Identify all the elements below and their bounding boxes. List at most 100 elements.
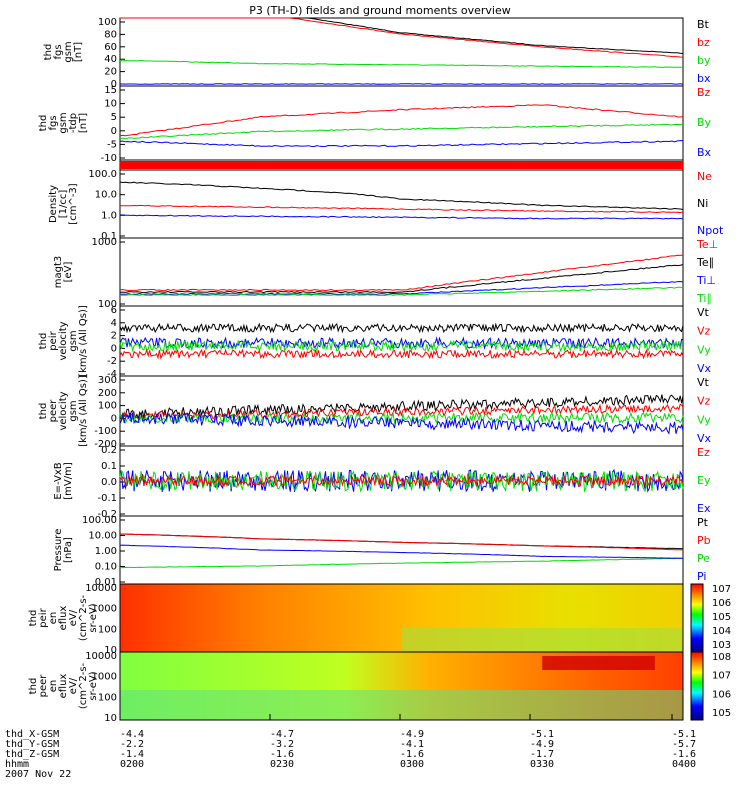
electron-spectrogram-band	[120, 690, 683, 720]
y-axis-label: thd	[38, 333, 49, 350]
legend-entry: Vt	[697, 306, 710, 319]
y-axis-label: sr-eV)	[88, 671, 99, 700]
series-bx	[119, 83, 684, 85]
legend-entry: Vy	[697, 413, 711, 426]
footer-value: -1.6	[672, 749, 696, 760]
legend-entry: by	[697, 54, 711, 67]
panel-pressure: 100.00 10.00 1.00 0.10 0.01 Pressure [nPa] Pt Pb…	[53, 515, 711, 588]
legend-entry: Ne	[697, 170, 712, 183]
panel-frame	[119, 169, 684, 239]
tick-label: 10.0	[95, 190, 117, 201]
legend-entry: Ex	[697, 502, 711, 515]
y-axis-label: (cm^2-s-	[78, 594, 89, 641]
footer-value: 0300	[400, 759, 424, 770]
series-Bt	[120, 17, 684, 54]
tick-label: 100	[98, 624, 117, 635]
footer-value: -1.4	[120, 749, 144, 760]
y-axis-label: [nT]	[78, 113, 89, 133]
tick-label: 60	[104, 42, 117, 53]
series-peir-v0	[119, 322, 684, 334]
y-axis-label: eflux	[58, 674, 69, 699]
tick-label: 1000	[92, 672, 117, 683]
series-By_tdp	[119, 123, 684, 140]
tick-label: 10000	[85, 651, 117, 662]
footer-row-label: thd_Y-GSM	[5, 739, 59, 750]
tick-label: 300	[98, 375, 117, 386]
legend-entry: Te⊥	[696, 238, 718, 251]
tick-label: 0	[111, 126, 117, 137]
y-axis-label: [cm^-3]	[68, 183, 79, 224]
footer-value: -1.7	[530, 749, 554, 760]
y-axis-label: velocity	[58, 391, 69, 430]
y-axis-label: gsm	[68, 330, 79, 351]
tick-label: -0.1	[97, 493, 117, 504]
y-axis-label: [km/s (All Qs)]	[78, 305, 89, 377]
footer-date: 2007 Nov 22	[5, 769, 71, 780]
panel-temp: 1000 100 magt3 [eV] Te⊥ Te∥ Ti⊥ Ti∥	[53, 237, 718, 310]
footer-value: -5.7	[672, 739, 696, 750]
y-axis-label: [nPa]	[63, 537, 74, 563]
legend-entry: Ey	[697, 474, 711, 487]
legend-entry: Te∥	[696, 256, 714, 269]
footer-value: -4.4	[120, 729, 144, 740]
footer-row-label: thd_X-GSM	[5, 729, 59, 740]
footer-row-label: hhmm	[5, 759, 29, 770]
footer-value: -4.7	[270, 729, 294, 740]
series-by	[119, 59, 684, 68]
y-axis-label: [1/cc]	[58, 190, 69, 219]
series-peir-v2	[119, 339, 684, 353]
series-E1	[119, 470, 684, 493]
legend-entry: Vz	[697, 325, 711, 338]
tick-label: 15	[104, 85, 117, 96]
y-axis-label: thd	[28, 610, 39, 627]
panel-frame	[119, 17, 684, 87]
y-axis-label: thd	[28, 678, 39, 695]
colorbar-label: 105	[712, 612, 731, 623]
series-Ne	[119, 181, 684, 210]
tick-label: 2	[111, 331, 117, 342]
y-axis-label: (cm^2-s-	[78, 662, 89, 709]
tick-label: 10.00	[88, 531, 117, 542]
tick-label: 40	[104, 54, 117, 65]
tick-label: 100	[98, 299, 117, 310]
tick-label: 0.2	[101, 445, 117, 456]
legend-entry: Bt	[697, 18, 710, 31]
tick-label: 6	[111, 305, 117, 316]
y-axis-label: [nT]	[73, 42, 84, 62]
y-axis-label: velocity	[58, 321, 69, 360]
legend-entry: By	[697, 116, 712, 129]
colorbar-label: 103	[712, 640, 731, 651]
tick-label: 0.10	[95, 562, 117, 573]
colorbar-electron	[690, 651, 704, 721]
series-Ti-par	[119, 286, 684, 297]
legend-entry: Pi	[697, 570, 706, 583]
panel-frame	[119, 515, 684, 585]
legend-entry: Ez	[697, 446, 710, 459]
series-peer-Vt	[119, 394, 684, 421]
series-Pe	[119, 557, 683, 569]
series-Te-perp	[119, 254, 684, 292]
colorbar-label: 108	[712, 652, 731, 663]
tick-label: 80	[104, 29, 117, 40]
legend-entry: Ti⊥	[696, 274, 716, 287]
legend-entry: Vx	[697, 432, 712, 445]
legend-entry: Bx	[697, 146, 712, 159]
colorbar-label: 107	[712, 584, 731, 595]
footer-row-label: thd_Z-GSM	[5, 749, 59, 760]
panel-frame	[119, 651, 684, 721]
tick-label: 10000	[85, 583, 117, 594]
series-peer-Vz	[119, 403, 684, 422]
footer-value: -4.1	[400, 739, 424, 750]
tick-label: -100	[94, 426, 117, 437]
footer-value: -2.2	[120, 739, 144, 750]
legend-entry: Vy	[697, 343, 711, 356]
panel-efield: 0.2 0.1 0.0 -0.1 -0.2 E=-VxB [mV/m] Ez Ey Ex	[53, 445, 711, 520]
y-axis-label: [mV/m]	[63, 462, 74, 500]
y-axis-label: peir	[38, 607, 49, 627]
series-Te-par	[119, 264, 684, 294]
legend-entry: Vz	[697, 395, 711, 408]
tick-label: 0.01	[95, 577, 117, 588]
y-axis-label: E=-VxB	[53, 462, 64, 499]
tick-label: 1000	[92, 604, 117, 615]
y-axis-label: sr-eV)	[88, 603, 99, 632]
